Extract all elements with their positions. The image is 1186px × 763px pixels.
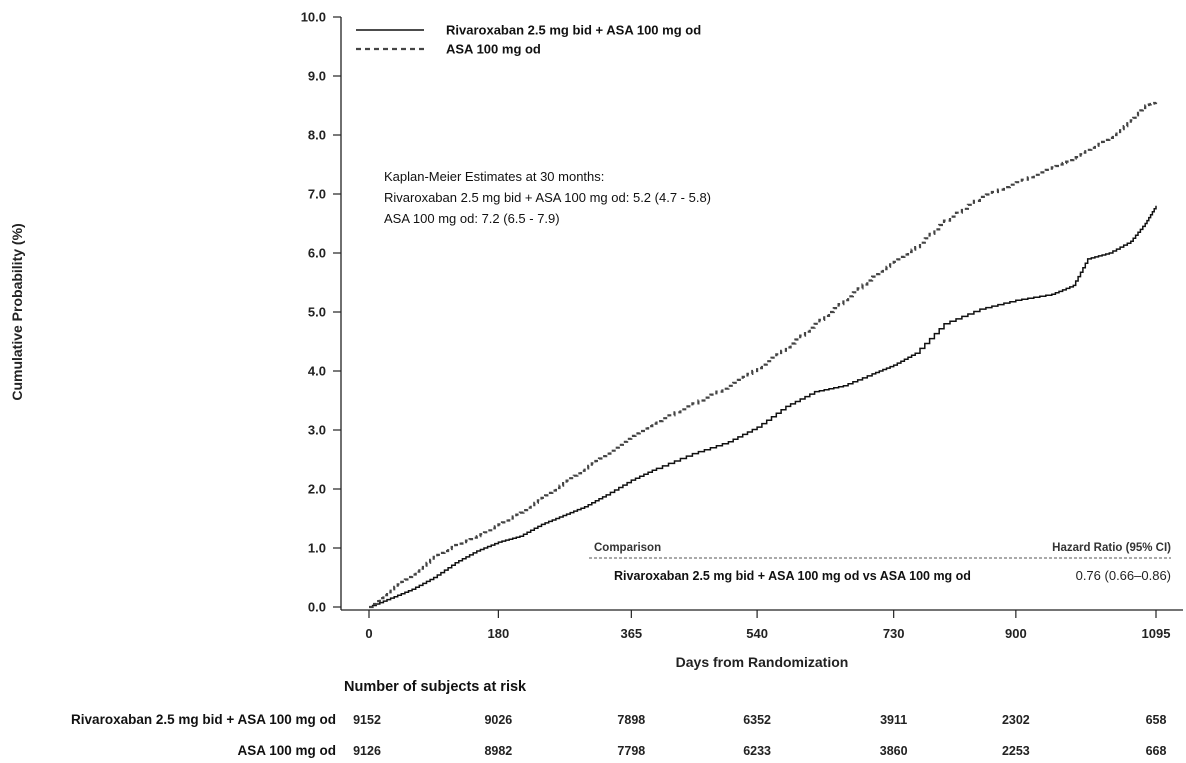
x-ticks: 0 180 365 540 730 900 1095 (365, 610, 1170, 641)
risk-table: Number of subjects at risk Rivaroxaban 2… (71, 679, 1166, 758)
series-group (369, 101, 1158, 609)
y-tick-label: 1.0 (308, 541, 326, 556)
risk-value: 2302 (1002, 713, 1030, 727)
legend-label-asa: ASA 100 mg od (446, 42, 541, 57)
x-tick-label: 540 (746, 626, 768, 641)
y-tick-label: 8.0 (308, 128, 326, 143)
y-ticks: 0.0 1.0 2.0 3.0 4.0 5.0 6.0 7.0 8.0 9.0 10.0 (301, 10, 341, 615)
km-annotation: Kaplan-Meier Estimates at 30 months: Riv… (384, 169, 711, 226)
risk-value: 3911 (880, 713, 907, 727)
risk-value: 8982 (484, 744, 512, 758)
km-annotation-line: Rivaroxaban 2.5 mg bid + ASA 100 mg od: … (384, 190, 711, 205)
y-tick-label: 4.0 (308, 364, 326, 379)
hr-comparison: Rivaroxaban 2.5 mg bid + ASA 100 mg od v… (614, 569, 971, 583)
y-tick-label: 9.0 (308, 69, 326, 84)
x-axis-title: Days from Randomization (676, 654, 849, 670)
y-tick-label: 5.0 (308, 305, 326, 320)
risk-value: 668 (1146, 744, 1167, 758)
risk-value: 9152 (353, 713, 381, 727)
x-tick-label: 900 (1005, 626, 1027, 641)
y-tick-label: 6.0 (308, 246, 326, 261)
series-line-rivaroxaban (369, 205, 1157, 608)
risk-value: 9126 (353, 744, 381, 758)
x-tick-label: 365 (620, 626, 642, 641)
risk-value: 9026 (484, 713, 512, 727)
risk-value: 7898 (617, 713, 645, 727)
y-tick-label: 0.0 (308, 600, 326, 615)
risk-values: 9152 9026 7898 6352 3911 2302 658 9126 8982 7798 6… (353, 713, 1166, 758)
y-tick-label: 2.0 (308, 482, 326, 497)
y-axis-title: Cumulative Probability (%) (9, 223, 25, 400)
legend-label-rivaroxaban: Rivaroxaban 2.5 mg bid + ASA 100 mg od (446, 23, 701, 38)
x-tick-label: 180 (488, 626, 510, 641)
risk-row-label: ASA 100 mg od (237, 743, 336, 758)
x-tick-label: 1095 (1142, 626, 1171, 641)
axes (340, 17, 1183, 611)
hazard-ratio-table: Comparison Hazard Ratio (95% CI) Rivarox… (589, 542, 1171, 583)
x-tick-label: 0 (365, 626, 372, 641)
km-annotation-line: ASA 100 mg od: 7.2 (6.5 - 7.9) (384, 211, 560, 226)
risk-value: 2253 (1002, 744, 1030, 758)
risk-value: 3860 (880, 744, 908, 758)
hr-value: 0.76 (0.66–0.86) (1076, 568, 1171, 583)
x-tick-label: 730 (883, 626, 905, 641)
hr-header-comparison: Comparison (594, 542, 661, 554)
legend: Rivaroxaban 2.5 mg bid + ASA 100 mg od A… (356, 23, 701, 57)
y-tick-label: 3.0 (308, 423, 326, 438)
y-tick-label: 10.0 (301, 10, 326, 25)
series-line-asa (369, 101, 1158, 609)
hr-header-hazard-ratio: Hazard Ratio (95% CI) (1052, 542, 1171, 554)
risk-value: 6352 (743, 713, 771, 727)
y-tick-label: 7.0 (308, 187, 326, 202)
risk-value: 7798 (617, 744, 645, 758)
km-annotation-line: Kaplan-Meier Estimates at 30 months: (384, 169, 604, 184)
risk-value: 658 (1146, 713, 1167, 727)
risk-value: 6233 (743, 744, 771, 758)
risk-row-label: Rivaroxaban 2.5 mg bid + ASA 100 mg od (71, 712, 336, 727)
risk-table-header: Number of subjects at risk (344, 679, 527, 695)
